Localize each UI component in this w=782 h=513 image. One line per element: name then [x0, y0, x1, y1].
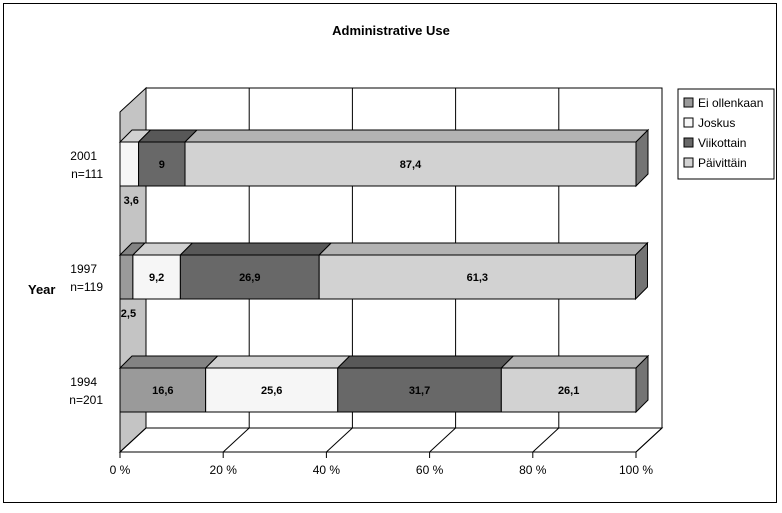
legend-label: Päivittäin [698, 156, 747, 170]
legend: Ei ollenkaan Joskus Viikottain Päivittäin [677, 88, 775, 180]
floor-gridline [326, 427, 353, 453]
bar-top-Joskus [204, 355, 351, 369]
category-n-label: n=119 [70, 280, 103, 294]
bar-top-Päivittäin [317, 242, 649, 256]
legend-swatch [683, 117, 694, 128]
legend-swatch [683, 137, 694, 148]
data-label: 61,3 [467, 272, 488, 284]
bar-side [635, 354, 649, 414]
data-label: 26,9 [239, 272, 260, 284]
floor-gridline [119, 427, 147, 453]
legend-label: Ei ollenkaan [698, 96, 763, 110]
category-label: 1997 [70, 262, 97, 276]
floor-gridline [222, 427, 250, 453]
data-label: 2,5 [121, 308, 136, 320]
floor-gridline [635, 427, 663, 453]
data-label: 3,6 [124, 195, 139, 207]
bar-top-Ei ollenkaan [118, 355, 219, 369]
floor [118, 427, 664, 453]
floor-gridline [532, 427, 560, 453]
bar-top-Viikottain [179, 242, 333, 256]
legend-label: Viikottain [698, 136, 746, 150]
x-tick-label: 20 % [210, 463, 238, 477]
bar-top-Päivittäin [183, 129, 650, 143]
floor-gridline [429, 427, 456, 453]
data-label: 87,4 [400, 159, 422, 171]
x-tick-label: 0 % [110, 463, 131, 477]
category-n-label: n=201 [69, 393, 103, 407]
data-label: 9 [159, 159, 165, 171]
bar-1997-Viikottain [179, 254, 320, 300]
data-label: 25,6 [261, 385, 282, 397]
y-axis-label: Year [28, 282, 55, 297]
legend-box [677, 88, 775, 180]
data-label: 26,1 [558, 385, 579, 397]
bars [118, 128, 650, 414]
bar-1997-Ei ollenkaan [119, 254, 134, 300]
x-tick-label: 100 % [619, 463, 653, 477]
data-label: 9,2 [149, 272, 164, 284]
bar-1997-Päivittäin [318, 254, 636, 300]
bar-top-Viikottain [336, 355, 515, 369]
bar-side [634, 241, 648, 301]
labels: 3,6 9 87,4 2001 n=111 2,5 9,2 26,9 61,3 1997 n=119… [28, 149, 579, 407]
bar-1994-Viikottain [337, 367, 502, 413]
category-label: 2001 [70, 149, 97, 163]
legend-label: Joskus [698, 116, 735, 130]
bar-1994-Päivittäin [500, 367, 637, 413]
x-tick-label: 40 % [313, 463, 341, 477]
x-tick-label: 80 % [519, 463, 547, 477]
bar-1994-Joskus [205, 367, 339, 413]
category-n-label: n=111 [71, 167, 103, 181]
bar-1994-Ei ollenkaan [119, 367, 207, 413]
bar-2001-Joskus [119, 141, 140, 187]
data-label: 31,7 [409, 385, 430, 397]
x-tick-label: 60 % [416, 463, 444, 477]
bar-side [635, 128, 649, 188]
legend-swatch [683, 157, 694, 168]
category-label: 1994 [70, 375, 97, 389]
bar-top-Päivittäin [500, 355, 650, 369]
data-label: 16,6 [152, 385, 173, 397]
legend-swatch [683, 97, 694, 108]
chart-title: Administrative Use [332, 23, 450, 38]
bar-2001-Päivittäin [184, 141, 637, 187]
bar-1997-Joskus [132, 254, 181, 300]
